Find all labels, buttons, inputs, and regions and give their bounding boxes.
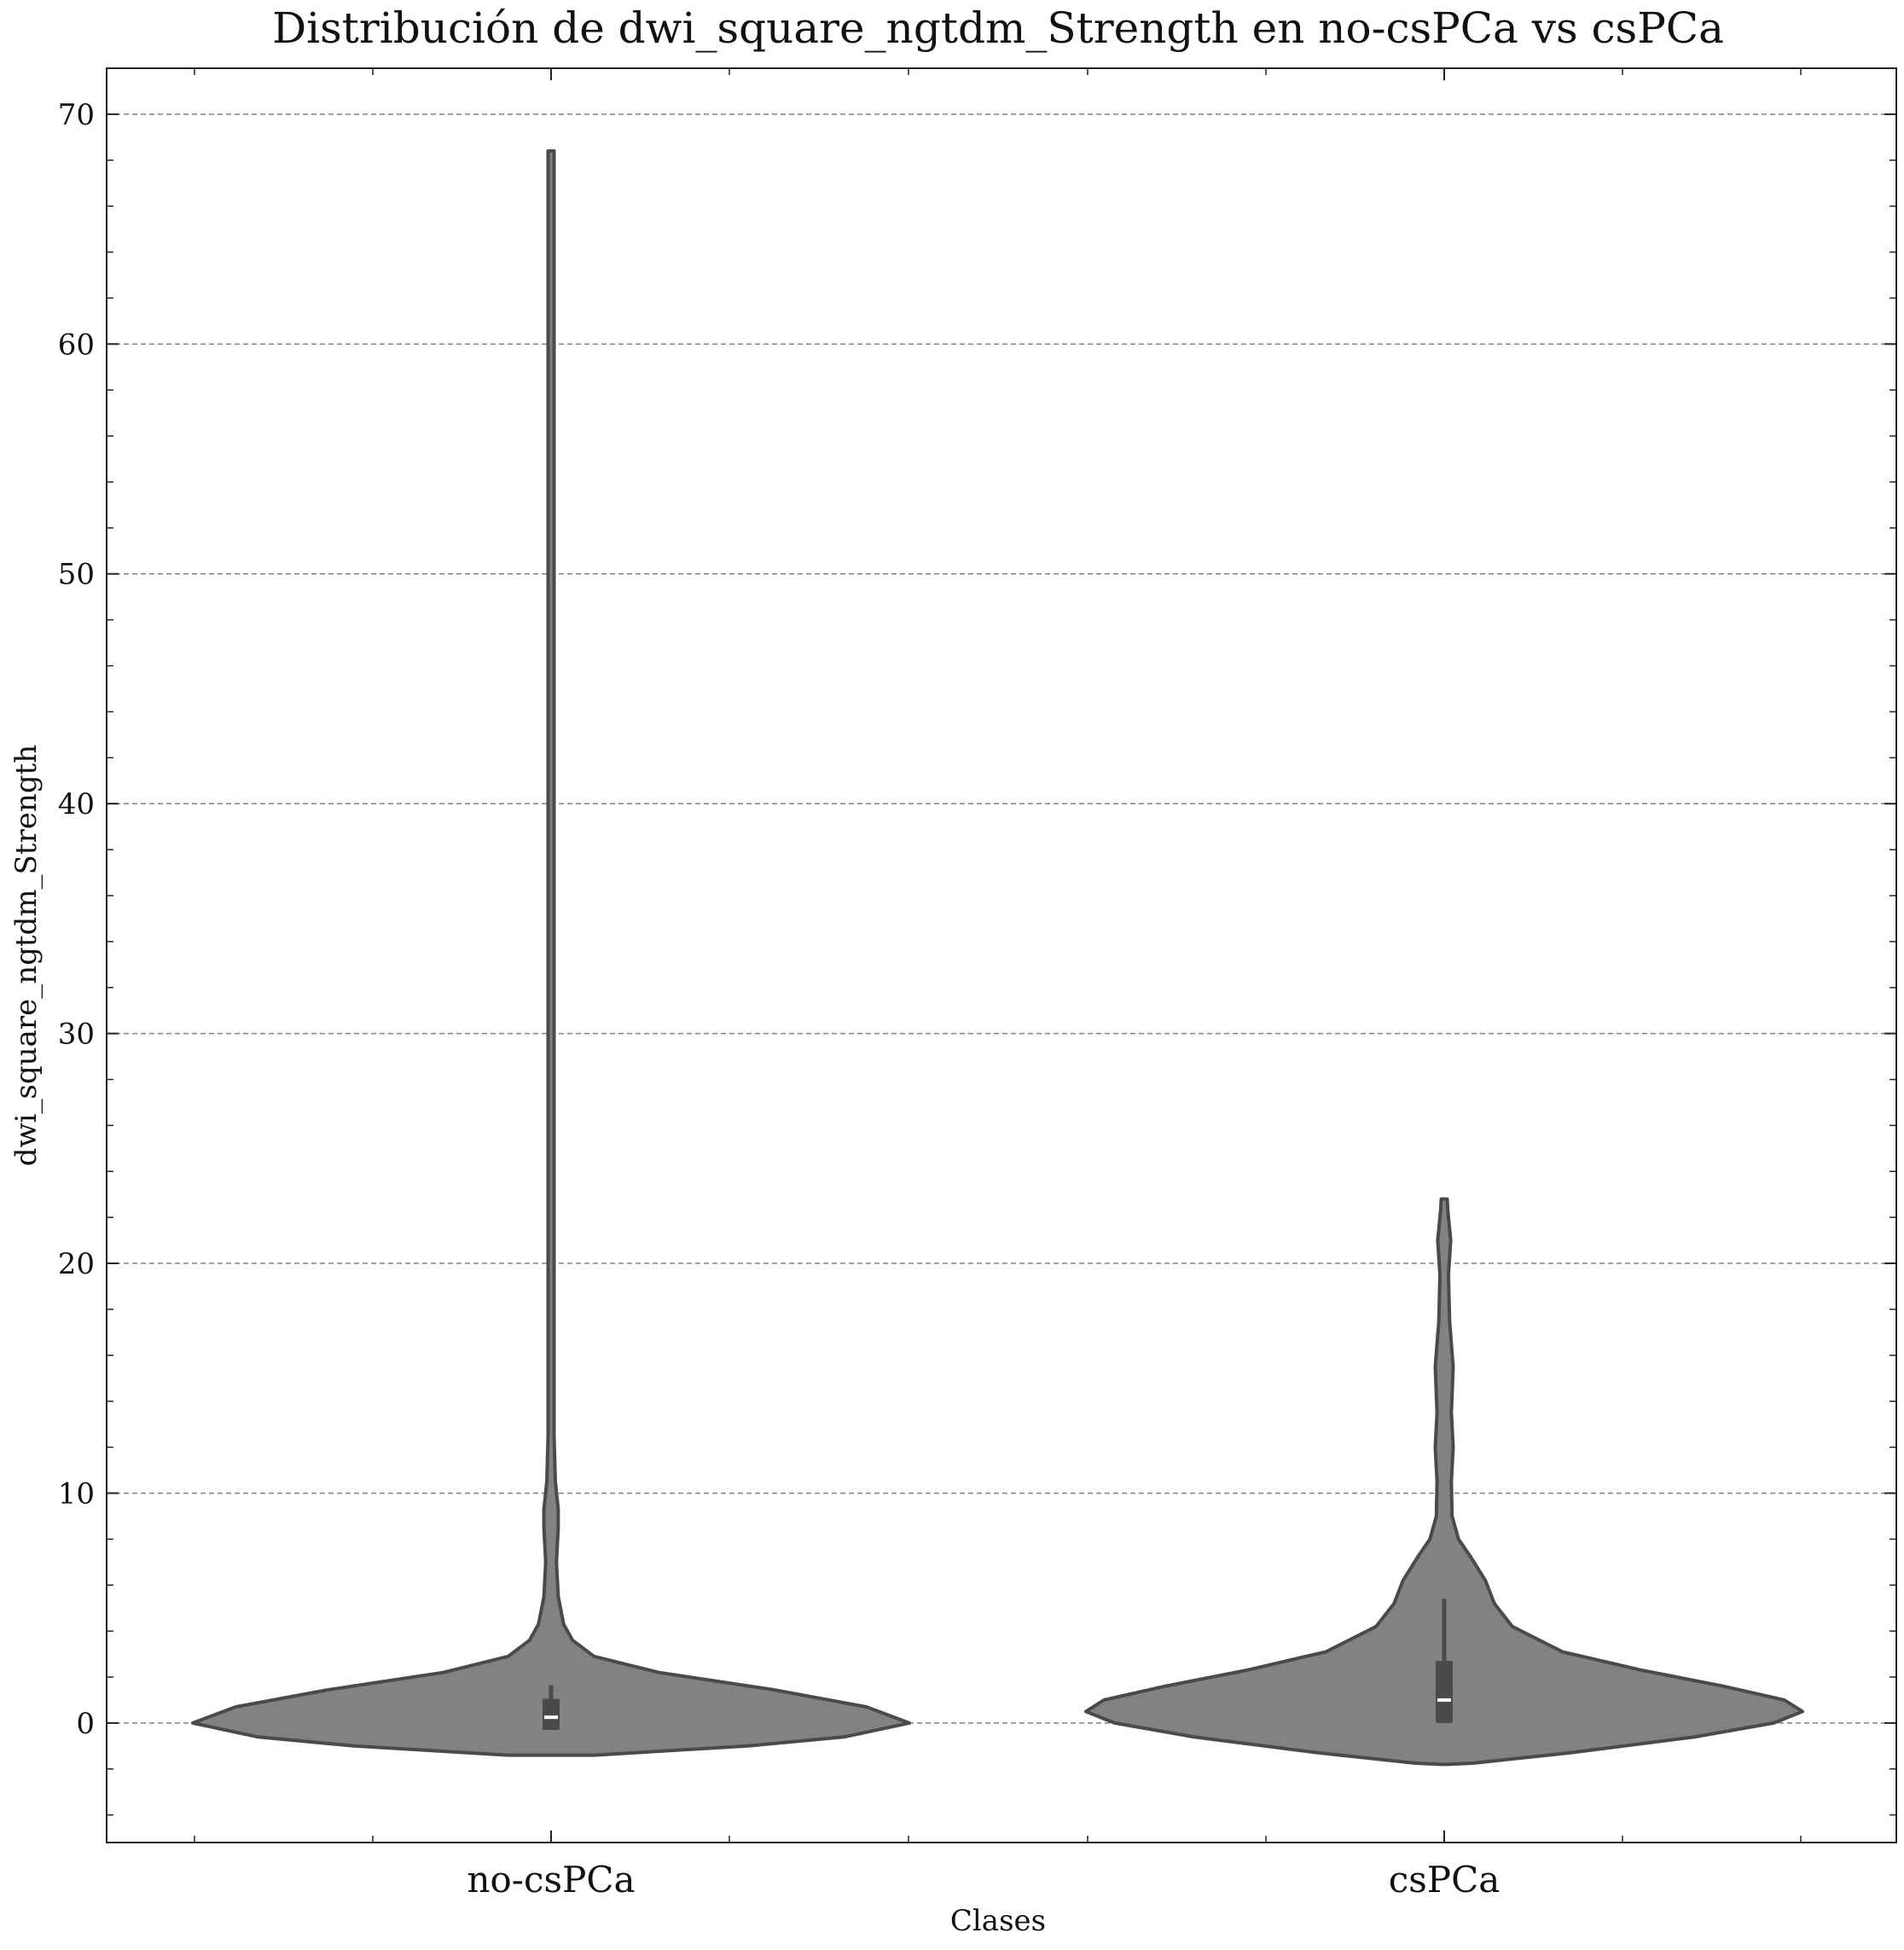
- y-tick-label: 50: [58, 558, 95, 592]
- violin-layer: [191, 149, 1804, 1767]
- x-axis-label: Clases: [950, 1904, 1046, 1938]
- box-layer: [543, 1599, 1453, 1730]
- iqr-box: [543, 1698, 560, 1730]
- y-tick-label: 10: [58, 1477, 95, 1511]
- y-tick-label: 40: [58, 787, 95, 821]
- tick-layer: 0 10 20 30 40 50 60 70 no-csPCa csPCa: [58, 68, 1896, 1901]
- y-tick-label: 60: [58, 328, 95, 362]
- y-tick-label: 20: [58, 1247, 95, 1281]
- plot-frame: [106, 67, 1897, 1843]
- violin-no-csPCa: [191, 149, 911, 1757]
- y-tick-label: 30: [58, 1018, 95, 1052]
- y-tick-label: 70: [58, 98, 95, 132]
- violin-csPCa: [1084, 1197, 1804, 1767]
- y-tick-label: 0: [76, 1707, 95, 1741]
- x-tick-label: no-csPCa: [467, 1859, 635, 1901]
- x-tick-label: csPCa: [1389, 1859, 1501, 1901]
- grid-layer: [107, 113, 1896, 1724]
- iqr-box: [1436, 1661, 1453, 1723]
- chart-title: Distribución de dwi_square_ngtdm_Strengt…: [272, 3, 1724, 53]
- y-axis-label: dwi_square_ngtdm_Strength: [9, 745, 44, 1166]
